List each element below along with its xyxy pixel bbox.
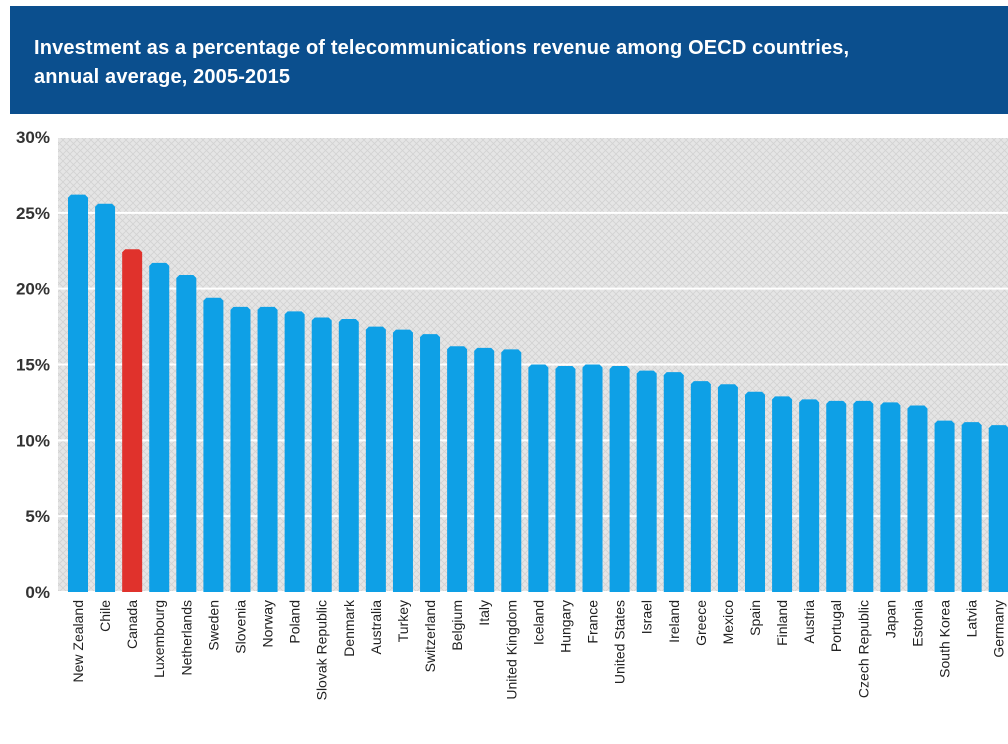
- x-category-label: Spain: [747, 600, 763, 636]
- bar-united-kingdom: [501, 349, 522, 592]
- x-category-label: Ireland: [666, 600, 682, 643]
- x-category-label: Netherlands: [178, 600, 194, 676]
- chart-title-line-2: annual average, 2005-2015: [34, 66, 291, 88]
- bar-italy: [474, 347, 495, 592]
- bar-japan: [880, 402, 901, 592]
- bar-spain: [745, 391, 765, 592]
- bar-france: [582, 364, 603, 592]
- x-category-label: Sweden: [205, 600, 221, 651]
- x-category-label: Iceland: [530, 600, 546, 645]
- x-category-label: Japan: [882, 600, 898, 638]
- bar-sweden: [203, 297, 224, 592]
- x-category-label: Israel: [639, 600, 655, 634]
- x-category-label: United States: [612, 600, 628, 684]
- x-category-label: Chile: [97, 600, 113, 632]
- bar-turkey: [392, 329, 413, 592]
- x-category-label: Belgium: [449, 600, 465, 651]
- x-category-label: Switzerland: [422, 600, 438, 672]
- chart-title-banner: Investment as a percentage of telecommun…: [10, 6, 1008, 114]
- x-category-label: Australia: [368, 600, 384, 655]
- x-category-label: Italy: [476, 600, 492, 626]
- y-tick-label: 0%: [25, 583, 50, 602]
- x-category-label: Hungary: [557, 600, 573, 653]
- bar-poland: [284, 311, 305, 592]
- bar-norway: [257, 306, 278, 592]
- x-category-label: Czech Republic: [855, 600, 871, 698]
- bar-estonia: [907, 405, 928, 592]
- bar-south-korea: [934, 420, 955, 592]
- y-tick-label: 15%: [16, 356, 50, 375]
- x-category-label: Turkey: [395, 600, 411, 642]
- bar-slovak-republic: [311, 317, 332, 592]
- x-category-label: South Korea: [937, 600, 953, 678]
- x-category-label: Mexico: [720, 600, 736, 645]
- bar-hungary: [555, 366, 576, 592]
- bar-australia: [365, 326, 386, 592]
- bar-greece: [690, 381, 711, 592]
- bar-germany: [988, 425, 1008, 592]
- x-category-label: France: [585, 600, 601, 644]
- x-category-label: Finland: [774, 600, 790, 646]
- bar-canada: [122, 249, 143, 592]
- y-tick-label: 5%: [25, 507, 50, 526]
- y-tick-label: 30%: [16, 128, 50, 147]
- x-category-label: Estonia: [909, 600, 925, 647]
- y-tick-label: 10%: [16, 431, 50, 450]
- x-category-label: Austria: [801, 600, 817, 644]
- y-tick-label: 25%: [16, 204, 50, 223]
- bar-belgium: [447, 346, 468, 592]
- bar-united-states: [609, 366, 630, 592]
- x-category-label: Luxembourg: [151, 600, 167, 678]
- bar-chile: [95, 203, 116, 592]
- bar-czech-republic: [853, 400, 874, 592]
- bar-luxembourg: [149, 262, 170, 592]
- x-category-label: Poland: [287, 600, 303, 644]
- bar-finland: [772, 396, 793, 592]
- bar-new-zealand: [68, 194, 88, 592]
- bar-denmark: [338, 319, 359, 592]
- x-category-label: Norway: [260, 600, 276, 647]
- x-category-label: New Zealand: [70, 600, 86, 683]
- bar-switzerland: [420, 334, 441, 592]
- bar-austria: [799, 399, 820, 592]
- y-tick-label: 20%: [16, 280, 50, 299]
- x-category-label: United Kingdom: [503, 600, 519, 700]
- bar-netherlands: [176, 275, 197, 592]
- bar-portugal: [826, 400, 847, 592]
- x-category-label: Slovenia: [232, 600, 248, 654]
- x-category-label: Denmark: [341, 599, 357, 657]
- bar-slovenia: [230, 306, 251, 592]
- bar-mexico: [717, 384, 738, 592]
- bar-israel: [636, 370, 657, 592]
- bar-ireland: [663, 372, 684, 592]
- x-category-label: Latvia: [964, 600, 980, 638]
- chart-title-line-1: Investment as a percentage of telecommun…: [34, 37, 850, 59]
- bar-latvia: [961, 422, 982, 592]
- x-category-label: Canada: [124, 600, 140, 649]
- x-category-label: Slovak Republic: [314, 600, 330, 700]
- x-category-label: Greece: [693, 600, 709, 646]
- bar-iceland: [528, 364, 549, 592]
- x-category-label: Portugal: [828, 600, 844, 652]
- x-category-label: Germany: [991, 600, 1007, 658]
